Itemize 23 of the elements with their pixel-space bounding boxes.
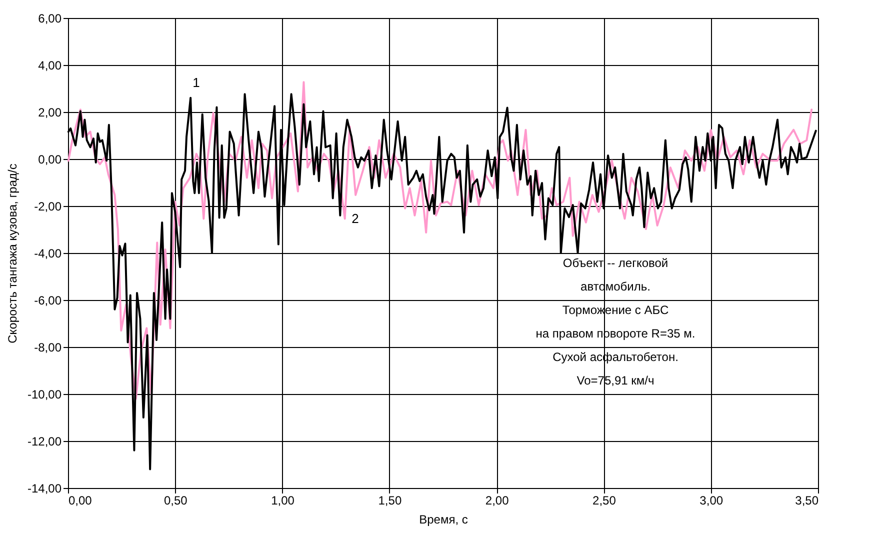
- y-tick-label: -10,00: [27, 388, 62, 402]
- x-tick-label: 2,00: [485, 494, 510, 508]
- y-axis-title: Скорость тангажа кузова, град/с: [5, 164, 20, 344]
- y-tick-label: 4,00: [38, 58, 62, 72]
- y-tick-label: -2,00: [34, 200, 62, 214]
- y-tick-label: -8,00: [34, 340, 62, 354]
- x-tick-label: 0,00: [68, 494, 92, 508]
- y-tick-label: -12,00: [27, 434, 62, 448]
- y-tick-label: -6,00: [34, 294, 62, 308]
- x-tick-label: 0,50: [164, 494, 188, 508]
- y-tick-label: -14,00: [27, 482, 62, 496]
- y-tick-label: 0,00: [38, 152, 62, 166]
- x-tick-label: 1,50: [378, 494, 402, 508]
- x-tick-label: 1,00: [271, 494, 295, 508]
- x-tick-label: 2,50: [592, 494, 616, 508]
- x-axis-title: Время, с: [419, 512, 468, 526]
- annotation: 2: [352, 211, 359, 226]
- y-tick-label: 6,00: [38, 12, 62, 26]
- y-tick-label: 2,00: [38, 106, 62, 120]
- x-tick-label: 3,00: [700, 494, 724, 508]
- y-tick-label: -4,00: [34, 246, 62, 260]
- x-tick-label: 3,50: [795, 494, 819, 508]
- annotation: 1: [192, 74, 200, 90]
